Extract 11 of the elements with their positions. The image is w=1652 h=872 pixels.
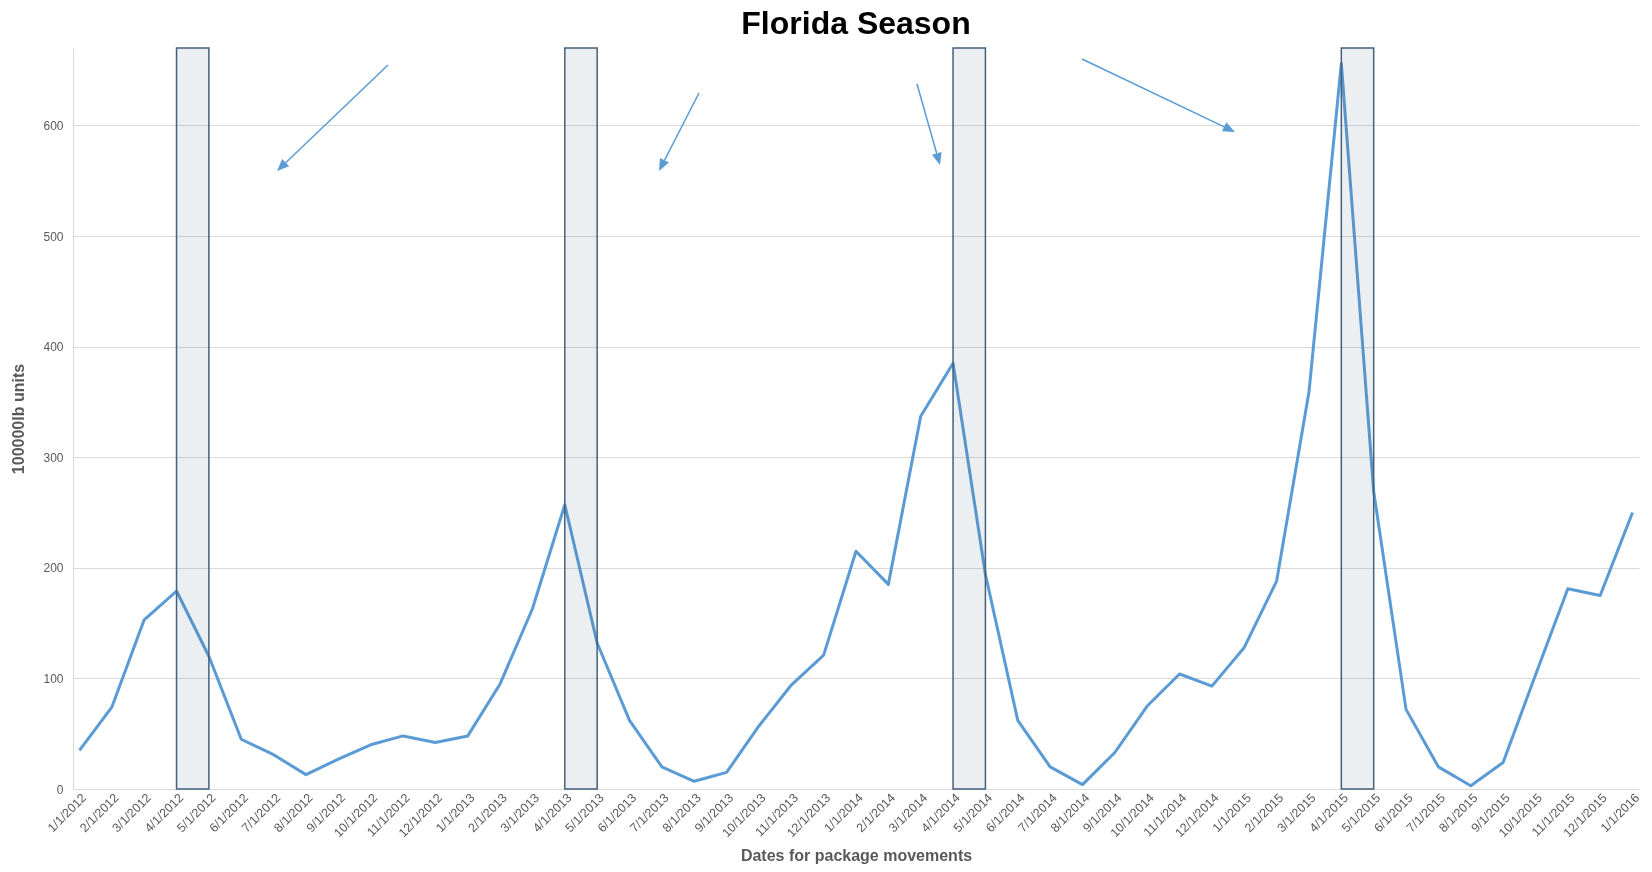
y-tick-label: 400 (43, 340, 64, 355)
y-tick-label: 500 (43, 229, 64, 244)
x-axis-title: Dates for package movements (740, 846, 973, 864)
y-tick-label: 0 (56, 782, 64, 797)
y-tick-label: 200 (43, 561, 64, 576)
y-tick-label: 600 (43, 118, 64, 133)
line-series (77, 61, 1635, 788)
y-tick-label: 300 (43, 450, 64, 465)
y-tick-label: 100 (43, 671, 64, 686)
chart-title: Florida Season (741, 5, 971, 42)
y-axis-title: 100000lb units (10, 363, 28, 475)
